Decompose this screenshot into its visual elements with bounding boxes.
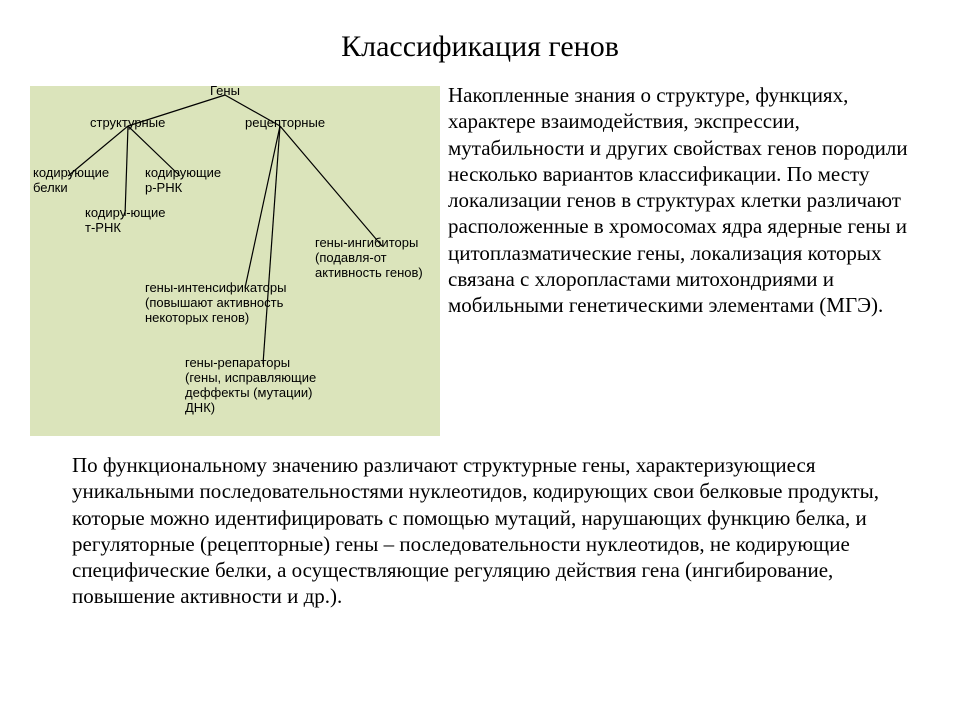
paragraph-bottom: По функциональному значению различают ст… <box>72 452 892 610</box>
tree-node-struct: структурные <box>90 116 165 131</box>
tree-node-repar: гены-репараторы (гены, исправляющие дефф… <box>185 356 316 416</box>
paragraph-right: Накопленные знания о структуре, функциях… <box>448 82 938 318</box>
gene-classification-tree: Гены структурные рецепторные кодирующие бел… <box>30 86 440 436</box>
tree-node-rrnk: кодирующие р-РНК <box>145 166 221 196</box>
tree-node-root: Гены <box>210 84 240 99</box>
tree-node-trnk: кодиру-ющие т-РНК <box>85 206 165 236</box>
tree-edge <box>263 126 280 364</box>
tree-edge <box>280 126 382 246</box>
tree-node-recept: рецепторные <box>245 116 325 131</box>
tree-node-prot: кодирующие белки <box>33 166 109 196</box>
tree-node-intens: гены-интенсификаторы (повышают активност… <box>145 281 286 326</box>
page-title: Классификация генов <box>0 30 960 64</box>
tree-node-inhib: гены-ингибиторы (подавля-от активность г… <box>315 236 423 281</box>
tree-edge <box>125 126 128 216</box>
